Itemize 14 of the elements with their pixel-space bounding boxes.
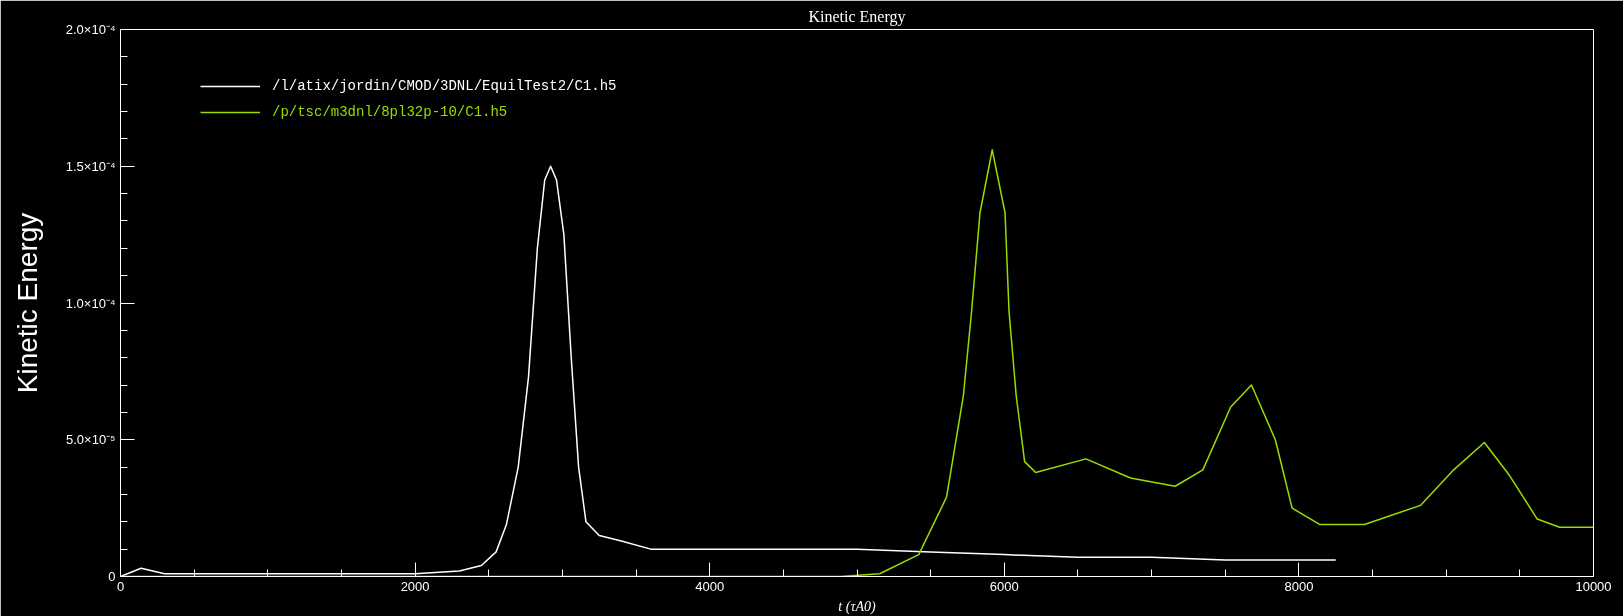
- y-axis-title: Kinetic Energy: [11, 212, 43, 394]
- x-tick-label: 2000: [400, 578, 430, 594]
- x-axis-title: t (τA0): [838, 598, 876, 615]
- legend-label: /p/tsc/m3dnl/8pl32p-10/C1.h5: [272, 104, 508, 120]
- x-tick-label: 6000: [989, 578, 1019, 594]
- y-tick-label: 1.5×10⁻⁴: [65, 158, 116, 174]
- x-tick-label: 4000: [695, 578, 725, 594]
- legend-label: /l/atix/jordin/CMOD/3DNL/EquilTest2/C1.h5: [272, 78, 617, 94]
- y-tick-label: 5.0×10⁻⁵: [65, 432, 116, 448]
- y-tick-label: 2.0×10⁻⁴: [65, 22, 116, 37]
- y-tick-label: 1.0×10⁻⁴: [65, 295, 116, 311]
- chart-title: Kinetic Energy: [808, 7, 906, 26]
- x-tick-label: 10000: [1575, 578, 1612, 594]
- x-tick-label: 8000: [1284, 578, 1314, 594]
